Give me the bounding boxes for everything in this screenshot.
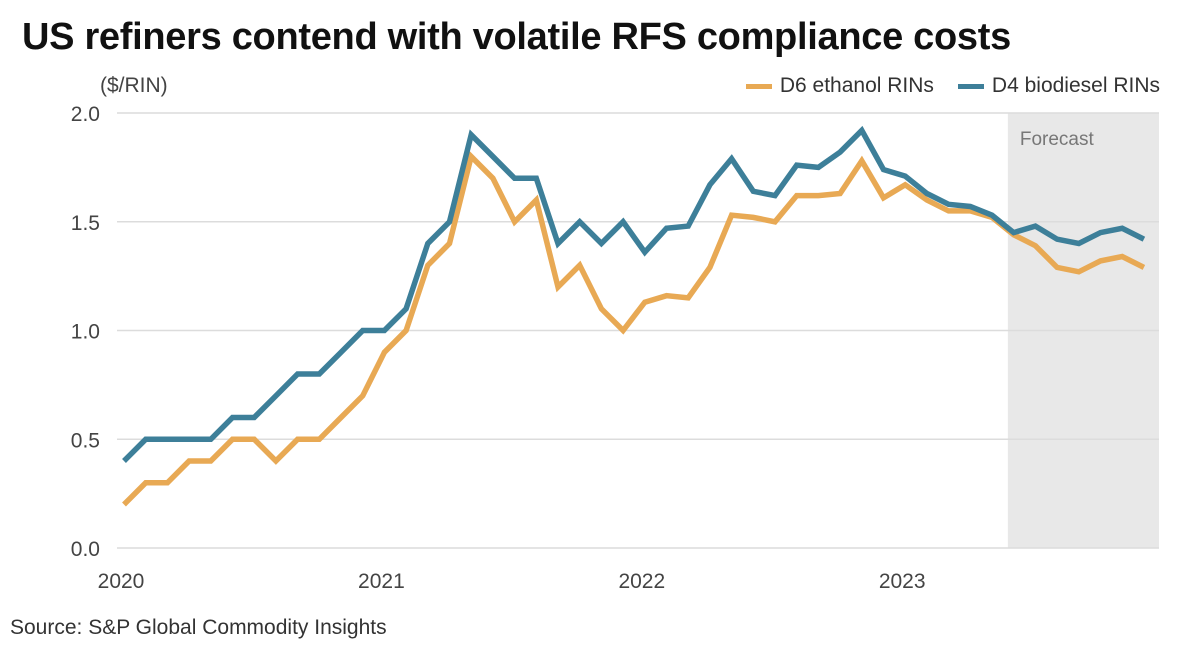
x-tick-label: 2021	[358, 570, 405, 593]
x-tick-label: 2020	[98, 570, 145, 593]
y-tick-label: 0.5	[71, 429, 100, 452]
y-tick-label: 0.0	[71, 538, 100, 561]
y-tick-label: 1.0	[71, 321, 100, 344]
y-axis-unit-label: ($/RIN)	[100, 74, 168, 97]
y-tick-label: 2.0	[71, 103, 100, 126]
legend-label-d4: D4 biodiesel RINs	[991, 74, 1160, 97]
chart-title: US refiners contend with volatile RFS co…	[22, 16, 1011, 58]
source-note: Source: S&P Global Commodity Insights	[10, 616, 387, 639]
legend-item-d6: D6 ethanol RINs	[745, 74, 934, 98]
legend-item-d4: D4 biodiesel RINs	[957, 74, 1160, 98]
legend-swatch-d4	[957, 83, 984, 89]
series-line-d6-ethanol	[122, 151, 1146, 507]
forecast-label: Forecast	[1020, 129, 1095, 150]
legend-swatch-d6	[745, 83, 772, 89]
x-tick-label: 2022	[618, 570, 665, 593]
x-tick-label: 2023	[879, 570, 926, 593]
y-tick-label: 1.5	[71, 212, 100, 235]
legend: D6 ethanol RINs D4 biodiesel RINs	[722, 74, 1160, 98]
series-line-d4-biodiesel	[122, 125, 1146, 463]
legend-label-d6: D6 ethanol RINs	[779, 74, 934, 97]
